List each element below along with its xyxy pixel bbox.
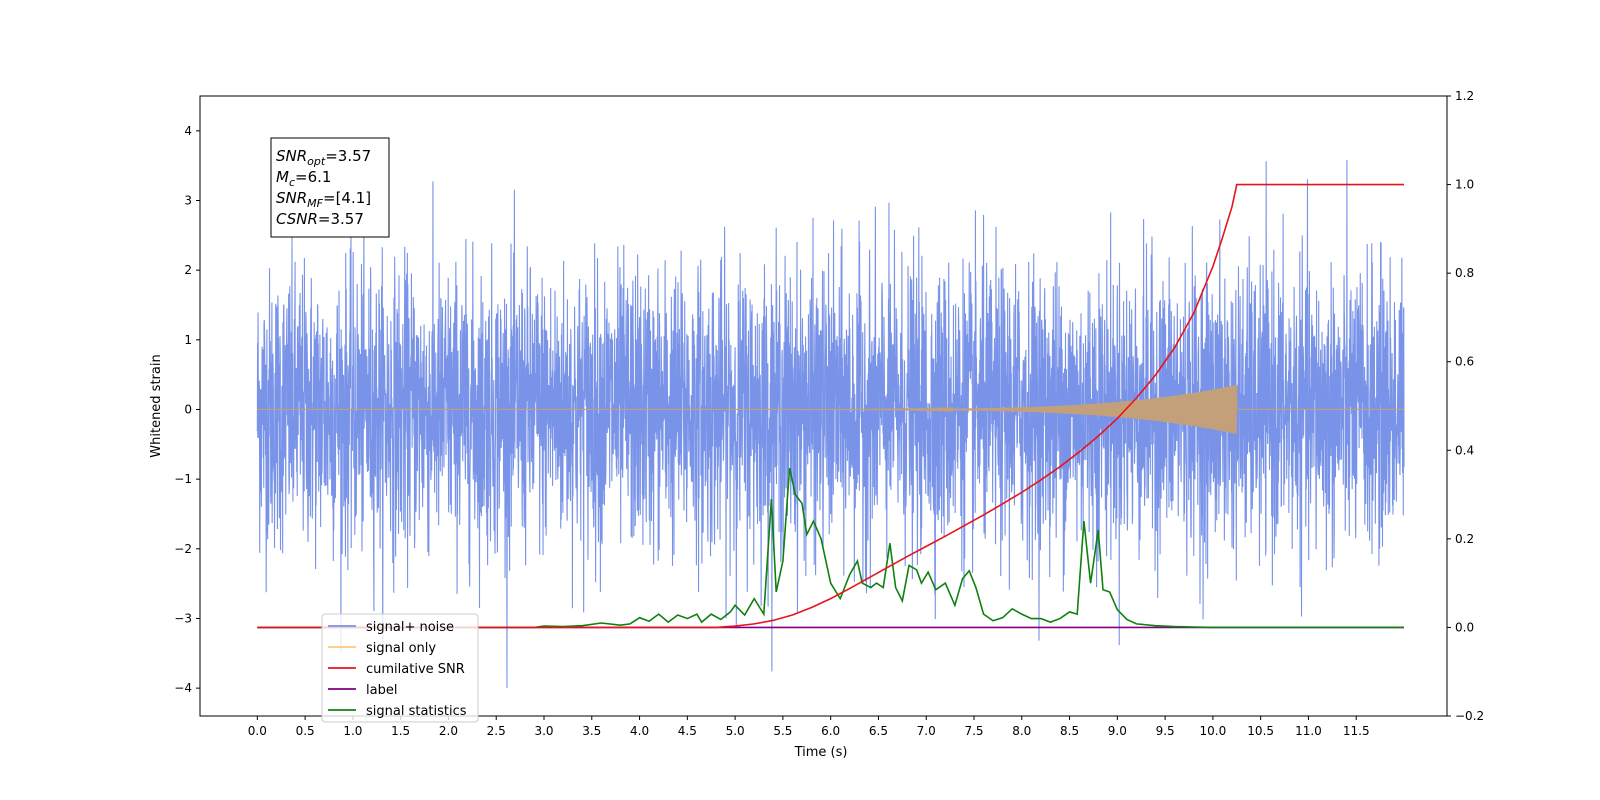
y-tick-label-right: 0.2: [1455, 532, 1474, 546]
y-tick-label-right: 0.8: [1455, 266, 1474, 280]
x-tick-label: 5.5: [773, 724, 792, 738]
y-tick-label-right: 1.0: [1455, 178, 1474, 192]
y-tick-label-left: −4: [174, 681, 192, 695]
series-cumulative-snr: [257, 183, 1404, 629]
legend-label: label: [366, 683, 397, 698]
x-tick-label: 8.5: [1060, 724, 1079, 738]
x-tick-label: 10.0: [1200, 724, 1227, 738]
x-tick-label: 3.0: [534, 724, 553, 738]
y-tick-label-left: 1: [184, 333, 192, 347]
y-axis-left: −4 −3 −2 −1 0 1 2 3 4: [174, 124, 200, 695]
x-tick-label: 0.0: [248, 724, 267, 738]
x-tick-label: 5.0: [726, 724, 745, 738]
y-tick-label-left: −2: [174, 542, 192, 556]
y-tick-label-right: 0.4: [1455, 443, 1474, 457]
series-signal-statistics: [257, 467, 1404, 629]
legend-frame: [321, 613, 479, 723]
annotation-line: SNRMF=[4.1]: [276, 189, 371, 210]
y-tick-label-left: −1: [174, 472, 192, 486]
annotation-line: Mc=6.1: [276, 168, 331, 189]
y-tick-label-right: 0.0: [1455, 620, 1474, 634]
x-tick-label: 3.5: [582, 724, 601, 738]
y-tick-label-left: 2: [184, 263, 192, 277]
annotation-frame: [270, 137, 390, 238]
annotation-line: CSNR=3.57: [276, 210, 364, 228]
x-tick-label: 4.5: [678, 724, 697, 738]
x-tick-label: 6.0: [821, 724, 840, 738]
y-tick-label-right: 0.6: [1455, 355, 1474, 369]
y-tick-label-left: 0: [184, 402, 192, 416]
y-tick-label-left: −3: [174, 611, 192, 625]
x-tick-label: 6.5: [869, 724, 888, 738]
x-tick-label: 2.5: [487, 724, 506, 738]
x-tick-label: 2.0: [439, 724, 458, 738]
x-tick-label: 7.0: [917, 724, 936, 738]
x-tick-label: 9.0: [1108, 724, 1127, 738]
y-tick-label-right: −0.2: [1455, 709, 1484, 723]
x-tick-label: 4.0: [630, 724, 649, 738]
x-tick-label: 0.5: [296, 724, 315, 738]
plot-frame: [199, 95, 1448, 717]
x-tick-label: 8.0: [1012, 724, 1031, 738]
x-axis-label: Time (s): [794, 745, 848, 760]
y-tick-label-left: 4: [184, 124, 192, 138]
y-axis-label-left: Whitened strain: [149, 354, 164, 457]
legend-label: signal statistics: [366, 704, 467, 719]
x-tick-label: 7.5: [964, 724, 983, 738]
x-tick-label: 11.5: [1343, 724, 1370, 738]
x-tick-label: 9.5: [1156, 724, 1175, 738]
y-tick-label-left: 3: [184, 193, 192, 207]
x-tick-label: 1.0: [343, 724, 362, 738]
legend: signal+ noise signal only cumilative SNR la…: [321, 613, 479, 723]
legend-label: signal only: [366, 641, 436, 656]
legend-label: signal+ noise: [366, 620, 454, 635]
series-signal-noise: [256, 159, 1405, 689]
x-tick-label: 1.5: [391, 724, 410, 738]
y-axis-right: −0.2 0.0 0.2 0.4 0.6 0.8 1.0 1.2: [1447, 89, 1484, 723]
y-tick-label-right: 1.2: [1455, 89, 1474, 103]
x-tick-label: 10.5: [1247, 724, 1274, 738]
x-tick-label: 11.0: [1295, 724, 1322, 738]
annotation-line: SNRopt=3.57: [276, 147, 371, 168]
legend-label: cumilative SNR: [366, 662, 465, 677]
x-axis: 0.0 0.5 1.0 1.5 2.0 2.5 3.0 3.5 4.0 4.5 5.0 5.5 6.0 6…: [248, 716, 1370, 738]
